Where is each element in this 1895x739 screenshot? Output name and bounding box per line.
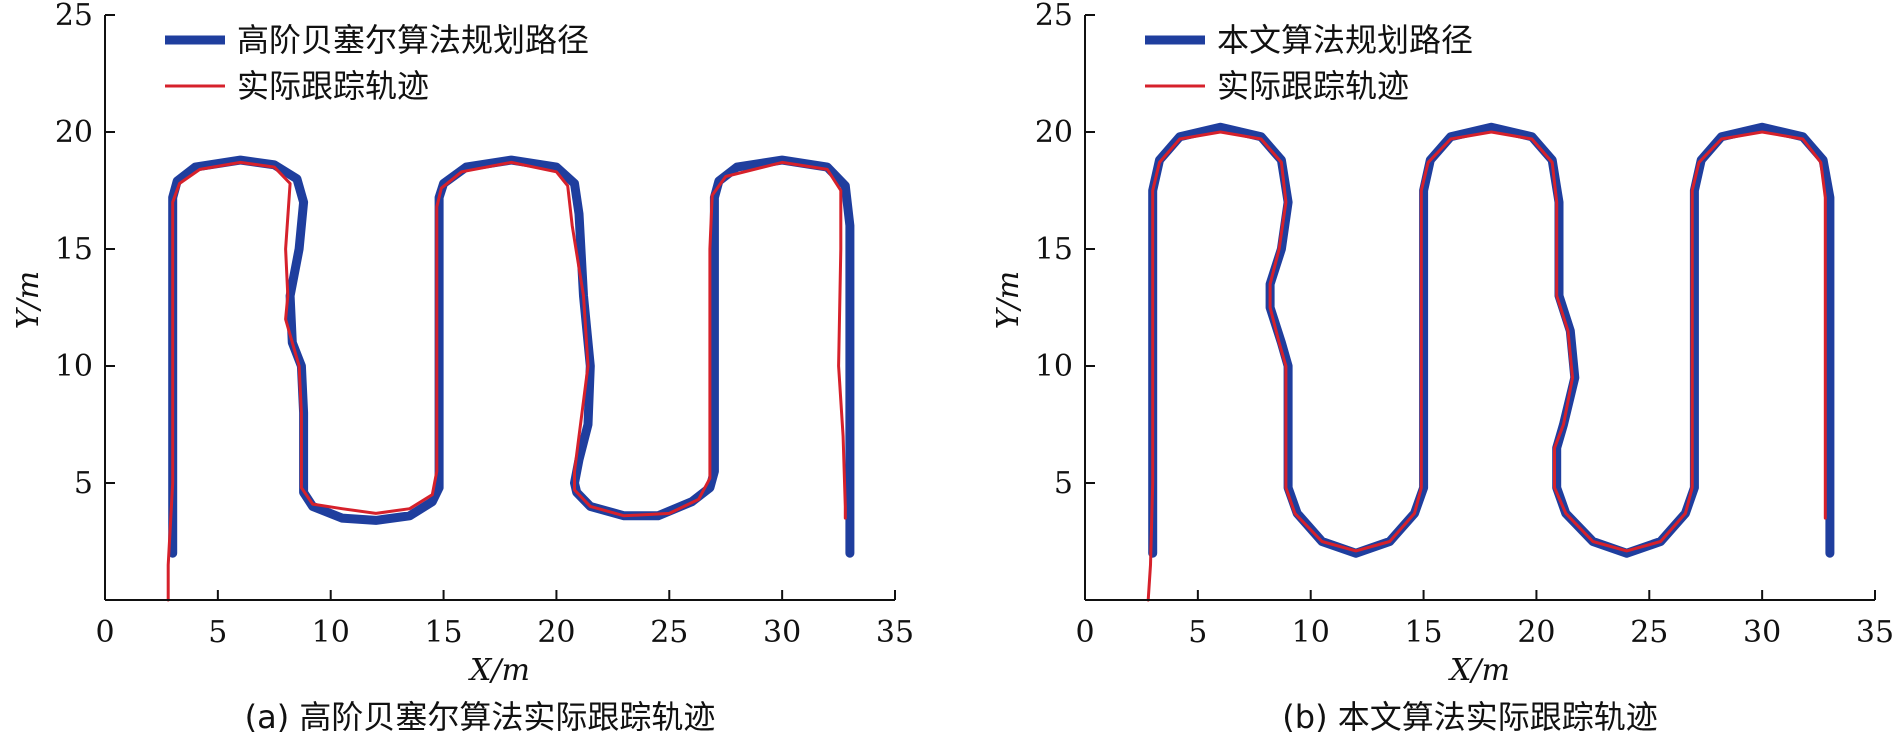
x-tick-label: 35 [1856, 615, 1894, 650]
panel-a-caption: (a) 高阶贝塞尔算法实际跟踪轨迹 [245, 698, 716, 736]
y-tick-label: 5 [1054, 466, 1073, 501]
panel-b-caption: (b) 本文算法实际跟踪轨迹 [1282, 698, 1657, 736]
x-tick-label: 20 [537, 615, 575, 650]
panel-a-axes [104, 15, 895, 601]
panel-a-ticks: 0 5 10 15 20 25 30 35 5 10 15 20 25 [55, 0, 914, 650]
x-tick-label: 15 [424, 615, 462, 650]
panel-a-y-axis-label: Y/m [11, 271, 46, 329]
y-tick-label: 10 [1035, 349, 1073, 384]
x-tick-label: 30 [763, 615, 801, 650]
x-tick-label: 20 [1517, 615, 1555, 650]
x-tick-label: 5 [208, 615, 227, 650]
y-tick-label: 15 [1035, 232, 1073, 267]
x-tick-label: 0 [1075, 615, 1094, 650]
panel-b-axes [1084, 15, 1875, 601]
y-tick-label: 15 [55, 232, 93, 267]
x-tick-label: 30 [1743, 615, 1781, 650]
actual-track-line [1146, 130, 1827, 602]
panel-b-ticks: 0 5 10 15 20 25 30 35 5 10 15 20 25 [1035, 0, 1894, 650]
actual-track-line [166, 160, 847, 602]
y-tick-label: 20 [1035, 115, 1073, 150]
x-tick-label: 0 [95, 615, 114, 650]
y-tick-label: 20 [55, 115, 93, 150]
legend-label: 实际跟踪轨迹 [1217, 67, 1409, 105]
panel-a: 0 5 10 15 20 25 30 35 5 10 15 20 25 高阶贝塞尔算法规划路径实际跟踪轨… [11, 0, 914, 736]
panel-a-x-axis-label: X/m [468, 653, 530, 688]
x-tick-label: 25 [1630, 615, 1668, 650]
x-tick-label: 35 [876, 615, 914, 650]
y-tick-label: 25 [55, 0, 93, 33]
y-tick-label: 25 [1035, 0, 1073, 33]
planned-path-line [1148, 122, 1835, 558]
legend-label: 实际跟踪轨迹 [237, 67, 429, 105]
legend-label: 高阶贝塞尔算法规划路径 [237, 21, 589, 59]
panel-b-x-axis-label: X/m [1448, 653, 1510, 688]
panel-a-series-group [166, 155, 855, 602]
y-tick-label: 10 [55, 349, 93, 384]
panel-b-y-axis-label: Y/m [991, 271, 1026, 329]
legend-label: 本文算法规划路径 [1217, 21, 1473, 59]
x-tick-label: 25 [650, 615, 688, 650]
planned-path-line [168, 155, 855, 558]
panel-b-series-group [1146, 122, 1835, 602]
x-tick-label: 10 [312, 615, 350, 650]
x-tick-label: 15 [1404, 615, 1442, 650]
x-tick-label: 5 [1188, 615, 1207, 650]
y-tick-label: 5 [74, 466, 93, 501]
x-tick-label: 10 [1292, 615, 1330, 650]
